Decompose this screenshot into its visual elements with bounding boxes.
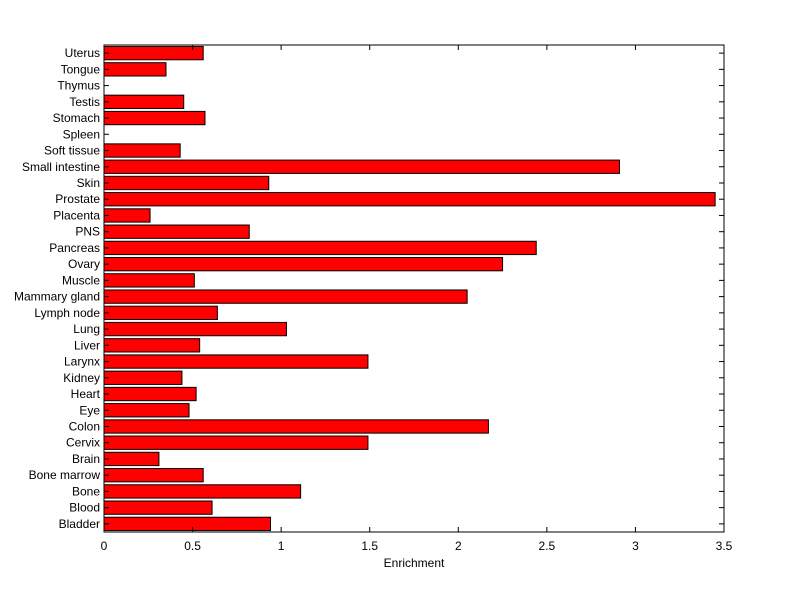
x-tick-label: 3 (632, 539, 639, 553)
x-tick-label: 3.5 (716, 539, 733, 553)
bar (103, 62, 167, 77)
bar (103, 143, 181, 158)
bar (103, 45, 204, 61)
x-tick-label: 2.5 (539, 539, 556, 553)
y-tick-label: Uterus (65, 46, 100, 60)
bar (103, 403, 190, 418)
bar (103, 175, 270, 191)
bar (103, 370, 183, 385)
bar (103, 256, 504, 272)
bar (103, 305, 218, 321)
y-tick-label: Ovary (68, 257, 100, 271)
y-tick-label: Heart (71, 387, 101, 401)
y-tick-label: Cervix (66, 436, 100, 450)
y-tick-label: Muscle (62, 273, 100, 287)
y-tick-label: Brain (72, 452, 100, 466)
bar (103, 468, 204, 483)
y-tick-label: Larynx (64, 355, 100, 369)
bar (103, 451, 160, 467)
y-tick-label: Lymph node (34, 306, 100, 320)
bar (103, 500, 213, 515)
y-tick-label: Liver (74, 338, 100, 352)
y-tick-label: Lung (73, 322, 100, 336)
bar (103, 321, 287, 337)
x-tick-label: 2 (455, 539, 462, 553)
y-tick-label: Kidney (63, 371, 100, 385)
y-tick-label: Small intestine (22, 160, 100, 174)
bar (103, 273, 195, 288)
x-tick-labels: 0 0.5 1 1.5 2 2.5 3 3.5 (101, 539, 733, 553)
bar (103, 110, 206, 126)
bar (103, 338, 201, 353)
y-tick-label: Eye (79, 403, 100, 417)
plot-frame (103, 44, 725, 533)
y-tick-label: Bone (72, 484, 100, 498)
y-tick-label: Bladder (59, 517, 100, 531)
bar (103, 516, 272, 532)
y-tick-label: Prostate (55, 192, 100, 206)
bar (103, 354, 369, 369)
y-tick-label: Pancreas (49, 241, 100, 255)
y-tick-label: Mammary gland (14, 290, 100, 304)
y-tick-label: PNS (75, 225, 100, 239)
y-tick-label: Thymus (57, 79, 100, 93)
bar (103, 419, 489, 434)
y-tick-label: Bone marrow (29, 468, 101, 482)
y-tick-label: Placenta (53, 208, 100, 222)
y-tick-label: Soft tissue (44, 144, 100, 158)
y-tick-label: Spleen (63, 127, 100, 141)
y-tick-label: Stomach (53, 111, 100, 125)
bar (103, 208, 151, 223)
y-tick-labels: Bladder Blood Bone Bone marrow Brain Cervix Co… (14, 46, 101, 531)
x-tick-label: 1.5 (361, 539, 378, 553)
y-tick-label: Blood (69, 501, 100, 515)
bar (103, 484, 302, 499)
x-tick-label: 1 (278, 539, 285, 553)
x-tick-label: 0.5 (184, 539, 201, 553)
y-tick-label: Colon (69, 419, 100, 433)
y-tick-label: Testis (69, 95, 100, 109)
bar (103, 192, 716, 207)
bar (103, 224, 250, 239)
bar (103, 159, 620, 174)
y-tick-label: Skin (77, 176, 100, 190)
x-tick-label: 0 (101, 539, 108, 553)
bar (103, 94, 185, 109)
bar (103, 386, 197, 402)
x-axis-title: Enrichment (384, 556, 445, 570)
bar (103, 435, 369, 450)
bar (103, 289, 468, 304)
y-tick-label: Tongue (61, 62, 101, 76)
bar (103, 240, 537, 256)
